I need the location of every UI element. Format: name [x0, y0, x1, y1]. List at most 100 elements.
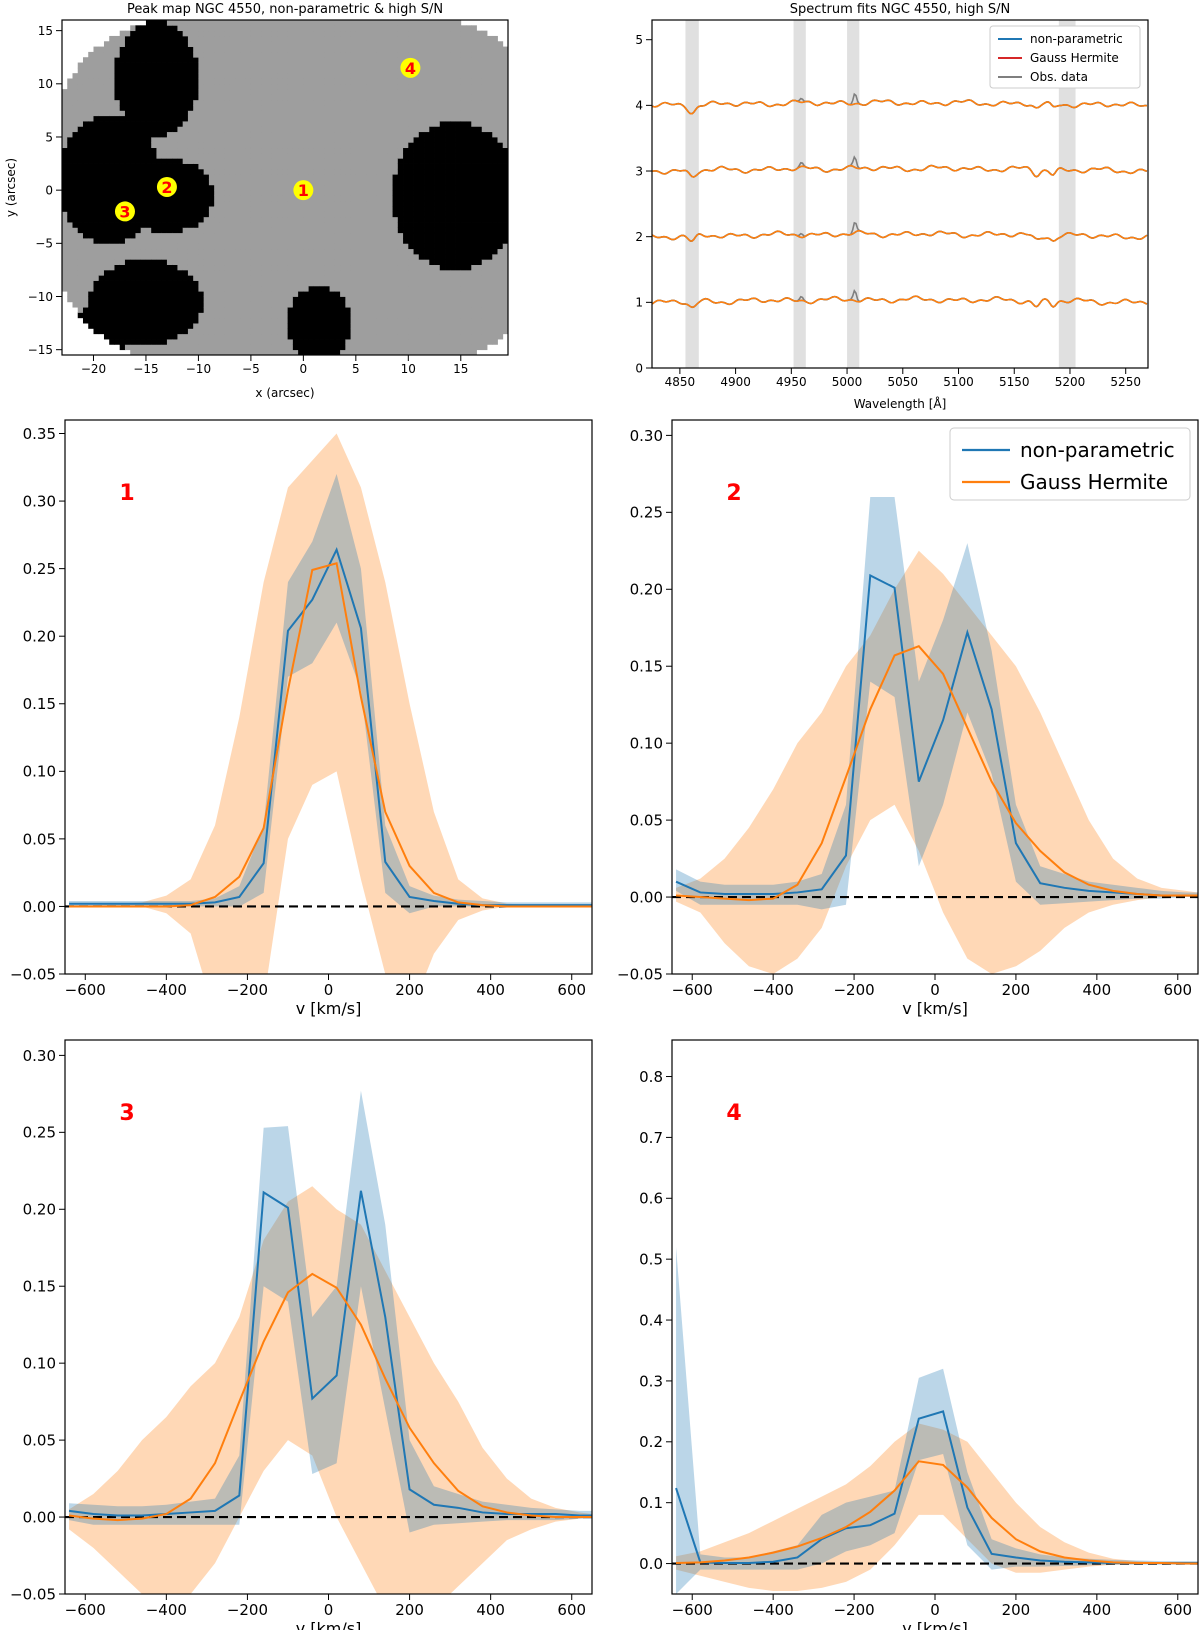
map-pixel: [408, 158, 414, 164]
map-pixel: [292, 344, 299, 351]
map-pixel: [271, 67, 278, 74]
map-pixel: [166, 301, 173, 308]
map-pixel: [340, 328, 346, 335]
map-pixel: [182, 269, 189, 276]
map-pixel: [124, 307, 131, 313]
map-pixel: [103, 142, 110, 149]
map-pixel: [334, 323, 341, 329]
map-pixel: [203, 115, 210, 122]
map-pixel: [62, 152, 68, 159]
map-pixel: [355, 307, 362, 313]
map-pixel: [187, 243, 194, 250]
map-pixel: [77, 285, 84, 292]
map-pixel: [471, 200, 477, 207]
map-pixel: [460, 51, 467, 58]
map-pixel: [460, 264, 467, 271]
map-pixel: [313, 25, 320, 32]
map-pixel: [287, 248, 294, 255]
map-pixel: [345, 20, 351, 26]
map-pixel: [387, 216, 393, 223]
map-pixel: [119, 317, 126, 324]
map-pixel: [450, 35, 456, 42]
map-pixel: [340, 200, 346, 207]
map-pixel: [460, 339, 467, 345]
map-pixel: [266, 253, 273, 260]
map-pixel: [471, 83, 477, 90]
map-pixel: [98, 307, 105, 313]
map-pixel: [130, 349, 136, 355]
map-pixel: [98, 206, 105, 212]
map-pixel: [203, 62, 210, 69]
map-pixel: [397, 323, 404, 329]
map-pixel: [397, 312, 404, 319]
map-pixel: [277, 73, 283, 79]
map-pixel: [240, 296, 247, 303]
map-pixel: [434, 158, 441, 164]
map-pixel: [208, 232, 215, 239]
map-pixel: [324, 269, 330, 276]
map-pixel: [166, 163, 173, 170]
map-pixel: [418, 78, 425, 85]
map-pixel: [145, 296, 152, 303]
map-pixel: [455, 248, 462, 255]
map-pixel: [450, 296, 456, 303]
map-pixel: [135, 232, 142, 239]
map-pixel: [455, 62, 462, 69]
map-pixel: [135, 200, 142, 207]
map-pixel: [172, 131, 178, 138]
map-pixel: [172, 243, 178, 250]
map-pixel: [429, 105, 435, 111]
map-pixel: [77, 232, 84, 239]
map-pixel: [424, 126, 430, 133]
map-pixel: [282, 30, 289, 37]
map-pixel: [282, 307, 289, 313]
map-pixel: [135, 158, 142, 164]
map-pixel: [193, 126, 199, 133]
map-pixel: [166, 78, 173, 85]
map-pixel: [235, 41, 241, 47]
map-pixel: [282, 349, 289, 355]
map-pixel: [387, 78, 393, 85]
map-pixel: [481, 136, 488, 143]
map-pixel: [156, 301, 163, 308]
map-pixel: [88, 105, 94, 111]
map-pixel: [277, 344, 283, 351]
map-pixel: [135, 190, 142, 196]
map-pixel: [397, 216, 404, 223]
map-pixel: [408, 30, 414, 37]
map-pixel: [487, 339, 493, 345]
map-pixel: [450, 25, 456, 32]
map-pixel: [145, 99, 152, 106]
map-pixel: [261, 312, 268, 319]
map-pixel: [340, 238, 346, 244]
map-pixel: [277, 163, 283, 170]
map-pixel: [466, 168, 472, 175]
map-pixel: [193, 46, 199, 53]
map-pixel: [256, 232, 262, 239]
map-pixel: [177, 51, 184, 58]
map-pixel: [235, 333, 241, 340]
map-pixel: [397, 328, 404, 335]
map-pixel: [303, 41, 310, 47]
map-pixel: [387, 232, 393, 239]
map-pixel: [455, 206, 462, 212]
map-pixel: [334, 301, 341, 308]
map-pixel: [382, 328, 388, 335]
map-pixel: [240, 163, 247, 170]
map-pixel: [303, 126, 310, 133]
map-pixel: [329, 206, 336, 212]
map-pixel: [250, 168, 257, 175]
map-pixel: [119, 73, 126, 79]
map-pixel: [82, 248, 89, 255]
map-pixel: [334, 238, 341, 244]
map-pixel: [308, 317, 315, 324]
map-pixel: [292, 227, 299, 234]
map-pixel: [366, 323, 372, 329]
map-pixel: [387, 312, 393, 319]
map-pixel: [93, 238, 100, 244]
map-pixel: [235, 46, 241, 53]
map-pixel: [130, 126, 136, 133]
map-pixel: [408, 339, 414, 345]
map-pixel: [287, 291, 294, 297]
map-pixel: [114, 301, 121, 308]
